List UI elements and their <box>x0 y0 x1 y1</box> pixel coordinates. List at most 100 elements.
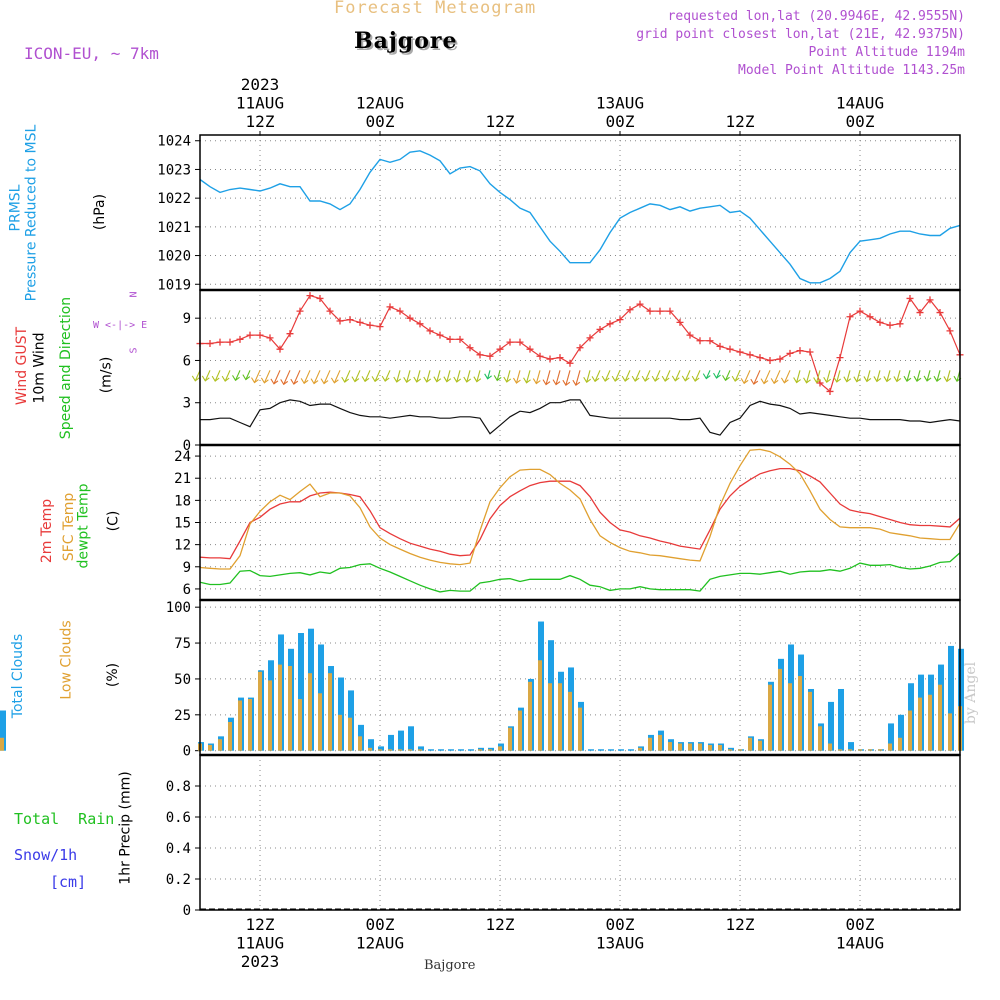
wind-arrowhead-17 <box>361 376 370 383</box>
hpa-unit-label: (hPa) <box>92 193 109 231</box>
bottom-time-label-4-0: 12Z <box>726 915 755 934</box>
low-cloud-bar-66 <box>858 749 862 751</box>
wind-arrowhead-55 <box>740 378 749 385</box>
wind-arrow-71 <box>906 370 911 382</box>
wind-arrowhead-64 <box>833 376 842 383</box>
wind-arrow-18 <box>374 370 381 382</box>
wind-arrow-75 <box>946 370 951 382</box>
gust-marker-8 <box>276 345 284 353</box>
wind-arrow-13 <box>323 370 331 384</box>
wind-arrowhead-54 <box>731 375 740 382</box>
wind-arrowhead-3 <box>221 375 230 382</box>
gust-marker-6 <box>256 331 264 339</box>
wind-arrow-64 <box>836 370 841 383</box>
low-cloud-bar-56 <box>758 740 762 751</box>
wind-arrow-31 <box>506 370 511 383</box>
gust-marker-15 <box>346 316 354 324</box>
wind-arrow-48 <box>674 370 681 382</box>
wind-arrowhead-33 <box>523 377 531 384</box>
wind-arrow-2 <box>214 370 221 382</box>
wind-arrowhead-0 <box>191 375 200 382</box>
total-cloud-bar-19 <box>388 734 394 751</box>
panel-frame-0 <box>199 134 961 291</box>
top-time-label-3-0: 13AUG <box>596 94 644 113</box>
wind-arrow-41 <box>604 370 611 382</box>
low-cloud-bar-57 <box>768 684 772 751</box>
wind-arrow-40 <box>594 370 601 382</box>
gust-marker-17 <box>366 321 374 329</box>
total-cloud-bar-17 <box>368 739 374 751</box>
wind-arrow-32 <box>515 370 521 384</box>
bottom-time-label-0-1: 11AUG <box>236 934 284 953</box>
low-cloud-bar-3 <box>228 721 232 751</box>
gust-marker-28 <box>476 351 484 359</box>
gust-line <box>200 294 961 393</box>
gust-marker-61 <box>806 348 814 356</box>
low-cloud-bar-15 <box>348 717 352 751</box>
model-point-altitude: Model Point Altitude 1143.25m <box>738 63 965 78</box>
gust-marker-34 <box>536 352 544 360</box>
gust-marker-10 <box>296 307 304 315</box>
wind-arrowhead-59 <box>780 377 789 384</box>
gust-marker-22 <box>416 320 424 328</box>
low-cloud-bar-28 <box>478 749 482 751</box>
low-cloud-bar-62 <box>818 726 822 751</box>
wind-arrow-16 <box>354 370 361 382</box>
gust-marker-50 <box>696 337 704 345</box>
percent-unit-label: (%) <box>105 662 122 688</box>
temp-2m-label: 2m Temp <box>39 498 56 564</box>
wind-arrowhead-36 <box>552 379 561 386</box>
bottom-time-label-5-1: 14AUG <box>836 934 884 953</box>
wind-arrowhead-62 <box>813 377 821 384</box>
total-cloud-bar-25 <box>448 749 454 751</box>
total-cloud-bar-65 <box>848 742 854 751</box>
ytick-label-3-0: 0 <box>183 744 191 760</box>
wind-arrow-24 <box>436 370 441 382</box>
wind-arrow-61 <box>806 370 811 383</box>
ytick-label-1-3: 9 <box>183 311 191 327</box>
wind-arrowhead-7 <box>260 377 269 384</box>
ytick-label-2-4: 18 <box>174 493 191 509</box>
wind-arrowhead-12 <box>310 378 319 385</box>
low-cloud-bar-11 <box>308 673 312 751</box>
gust-marker-55 <box>746 351 754 359</box>
wind-arrow-25 <box>446 370 451 382</box>
low-cloud-bar-53 <box>728 749 732 751</box>
wind-arrow-17 <box>364 370 371 382</box>
wind-arrow-4 <box>235 370 241 381</box>
gust-marker-65 <box>846 313 854 321</box>
bottom-time-label-1-0: 00Z <box>366 915 395 934</box>
wind-arrowhead-38 <box>572 379 581 386</box>
low-cloud-bar-21 <box>408 749 412 751</box>
prmsl-label: PRMSL <box>7 184 24 232</box>
wind-arrow-74 <box>936 370 941 382</box>
low-cloud-bar-58 <box>778 668 782 751</box>
low-cloud-bar-32 <box>518 710 522 751</box>
low-cloud-bar-48 <box>678 743 682 751</box>
wind-arrow-43 <box>624 370 631 382</box>
precip-unit-label: 1hr Precip (mm) <box>117 771 134 885</box>
gust-marker-11 <box>306 292 314 300</box>
compass-s: S <box>128 347 140 354</box>
gust-marker-36 <box>556 354 564 362</box>
low-cloud-bar-14 <box>338 714 342 751</box>
gust-marker-32 <box>516 338 524 346</box>
low-cloud-bar-36 <box>558 683 562 751</box>
gust-marker-19 <box>386 303 394 311</box>
gust-marker-21 <box>406 314 414 322</box>
gust-marker-18 <box>376 323 384 331</box>
wind-arrowhead-35 <box>542 379 551 386</box>
gust-marker-29 <box>486 352 494 360</box>
wind-arrowhead-45 <box>641 375 650 382</box>
wind-arrowhead-20 <box>393 376 402 383</box>
top-time-label-1-1: 00Z <box>366 112 395 131</box>
total-cloud-bar-69 <box>888 723 894 751</box>
gust-marker-9 <box>286 330 294 338</box>
low-cloud-bar-9 <box>288 666 292 751</box>
wind-arrowhead-6 <box>251 377 259 384</box>
wind-gust-label: Wind GUST <box>14 326 31 406</box>
wind-arrow-59 <box>783 370 791 384</box>
ytick-label-2-2: 12 <box>174 538 191 554</box>
wind-arrow-50 <box>694 370 701 382</box>
gust-marker-27 <box>466 344 474 352</box>
